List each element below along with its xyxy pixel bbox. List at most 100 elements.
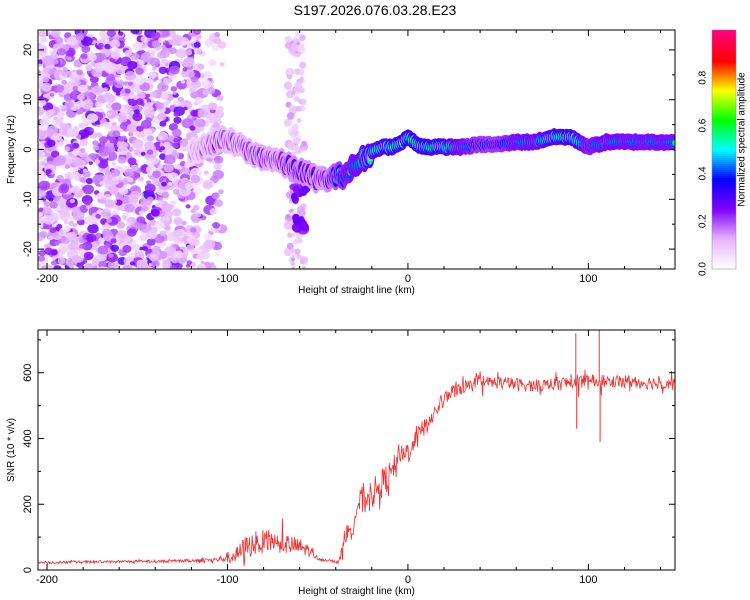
noise-blob xyxy=(130,56,135,60)
noise-blob xyxy=(107,261,116,269)
colorbar-step xyxy=(712,239,736,242)
noise-blob xyxy=(127,157,137,165)
noise-blob xyxy=(76,69,84,76)
noise-blob xyxy=(285,213,291,220)
noise-blob xyxy=(213,155,224,164)
noise-blob xyxy=(148,71,157,79)
colorbar-step xyxy=(712,79,736,83)
colorbar-tick-label: 0.2 xyxy=(698,214,709,228)
noise-blob xyxy=(38,81,45,90)
noise-blob xyxy=(216,116,222,121)
noise-blob xyxy=(85,157,92,163)
noise-blob xyxy=(299,256,308,265)
colorbar-step xyxy=(712,147,736,151)
colorbar-step xyxy=(712,207,736,210)
noise-blob xyxy=(95,132,103,138)
noise-blob xyxy=(291,90,296,96)
noise-blob xyxy=(299,98,307,106)
noise-blob xyxy=(41,37,48,43)
noise-blob xyxy=(212,222,220,229)
noise-blob xyxy=(112,199,118,204)
noise-blob xyxy=(131,243,140,251)
noise-blob xyxy=(67,49,75,56)
snr-frame xyxy=(37,329,676,571)
x-tick-label: -200 xyxy=(36,273,58,285)
noise-blob xyxy=(38,180,51,191)
noise-blob xyxy=(122,142,129,148)
colorbar-step xyxy=(712,193,736,196)
colorbar-step xyxy=(712,111,736,115)
noise-blob xyxy=(190,76,199,83)
noise-blob xyxy=(167,172,179,182)
noise-blob xyxy=(91,85,104,96)
colorbar-step xyxy=(712,95,736,99)
noise-blob xyxy=(110,244,120,252)
noise-blob xyxy=(161,181,167,187)
colorbar-step xyxy=(712,171,736,174)
noise-blob xyxy=(117,136,125,142)
noise-blob xyxy=(212,122,220,129)
noise-blob xyxy=(80,30,88,35)
noise-blob xyxy=(101,59,113,69)
noise-blob xyxy=(94,101,102,108)
colorbar-step xyxy=(712,75,736,79)
noise-blob xyxy=(83,251,94,261)
noise-blob xyxy=(190,227,197,233)
noise-blob xyxy=(121,95,128,101)
noise-blob xyxy=(190,91,199,99)
noise-blob xyxy=(283,81,292,90)
noise-blob xyxy=(38,171,47,181)
noise-blob xyxy=(164,145,174,154)
noise-blob xyxy=(212,169,224,180)
colorbar-step xyxy=(712,103,736,107)
noise-blob xyxy=(103,87,109,92)
noise-blob xyxy=(126,123,138,133)
noise-blob xyxy=(91,259,100,266)
colorbar-step xyxy=(712,219,736,222)
colorbar-step xyxy=(712,85,736,89)
noise-blob xyxy=(170,247,177,253)
noise-blob xyxy=(292,185,300,193)
noise-blob xyxy=(196,253,205,261)
noise-blob xyxy=(124,168,134,177)
noise-blob xyxy=(111,102,122,111)
colorbar-step xyxy=(712,31,736,35)
colorbar-step xyxy=(712,127,736,131)
noise-blob xyxy=(71,150,79,156)
noise-blob xyxy=(214,251,221,257)
noise-blob xyxy=(38,198,44,205)
noise-blob xyxy=(161,191,170,199)
colorbar-step xyxy=(712,157,736,161)
noise-blob xyxy=(79,139,89,147)
y-tick-label: 200 xyxy=(22,495,34,513)
noise-blob xyxy=(159,49,170,58)
noise-blob xyxy=(128,94,134,100)
noise-blob xyxy=(135,67,144,75)
noise-blob xyxy=(138,60,145,66)
colorbar-step xyxy=(712,113,736,117)
noise-blob xyxy=(77,84,88,94)
noise-blob xyxy=(69,171,80,180)
noise-blob xyxy=(54,84,65,93)
noise-blob xyxy=(38,207,44,212)
colorbar-step xyxy=(712,47,736,51)
noise-blob xyxy=(219,62,225,67)
noise-blob xyxy=(146,248,152,254)
noise-blob xyxy=(157,164,164,169)
noise-blob xyxy=(216,105,224,113)
colorbar-step xyxy=(712,181,736,184)
noise-blob xyxy=(189,237,200,247)
x-axis-label: Height of straight line (km) xyxy=(298,285,415,296)
colorbar-step xyxy=(712,169,736,173)
noise-blob xyxy=(158,66,168,75)
noise-blob xyxy=(109,186,119,195)
noise-blob xyxy=(291,112,295,117)
noise-blob xyxy=(129,261,136,266)
noise-blob xyxy=(86,233,97,243)
colorbar-step xyxy=(712,93,736,97)
noise-blob xyxy=(61,209,70,217)
noise-blob xyxy=(87,85,93,90)
figure-title: S197.2026.076.03.28.E23 xyxy=(293,2,457,18)
noise-blob xyxy=(112,130,121,138)
noise-blob xyxy=(197,108,208,118)
